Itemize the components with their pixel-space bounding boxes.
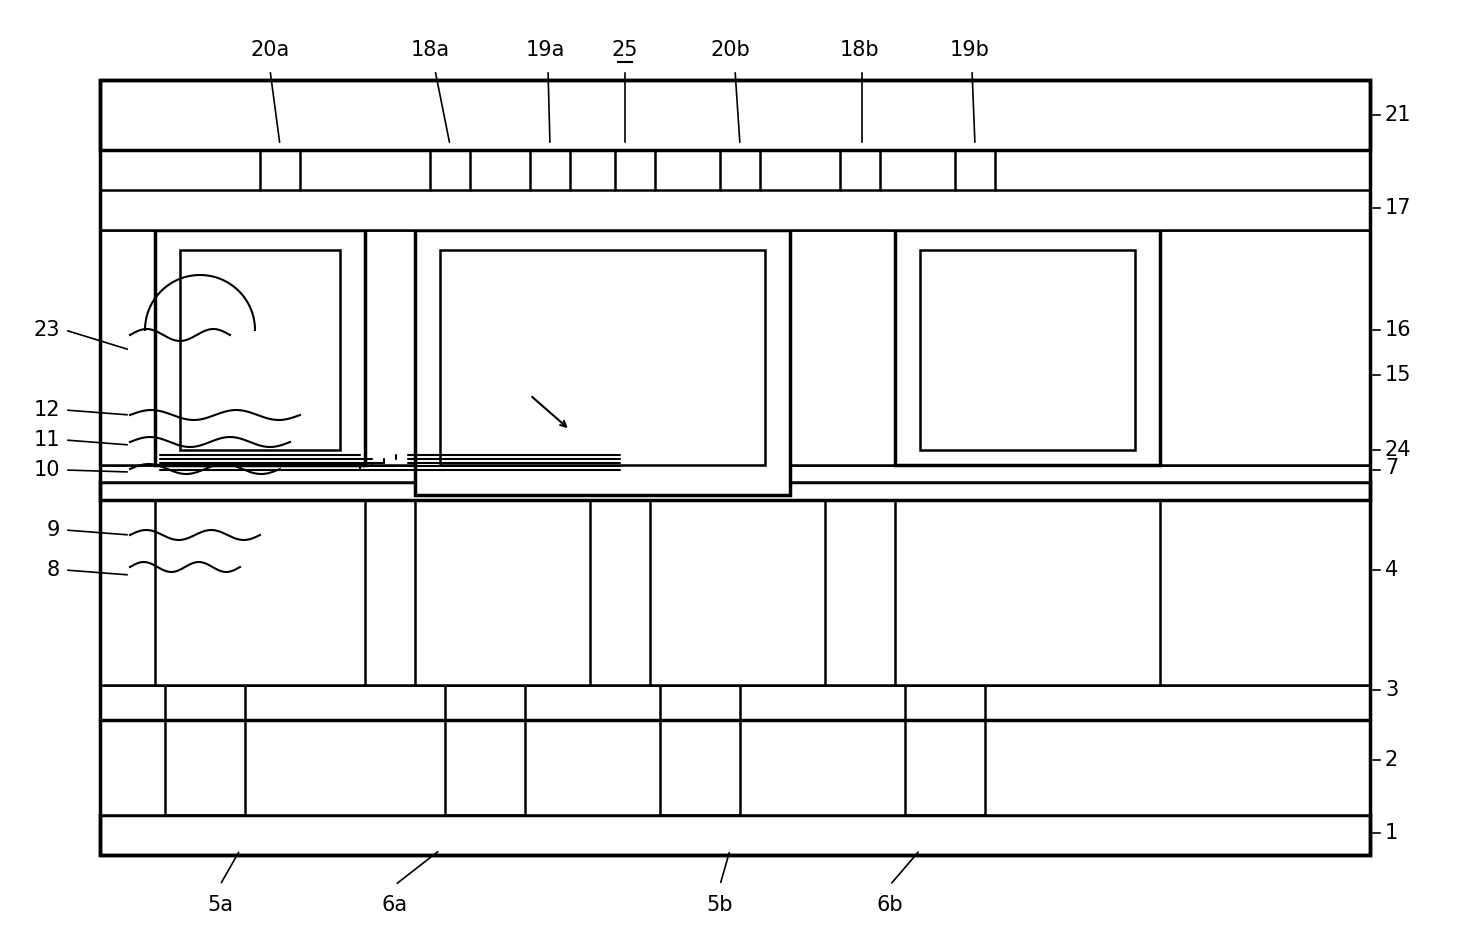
- Text: 5a: 5a: [207, 895, 233, 915]
- Bar: [100, 80, 1371, 150]
- Text: 23: 23: [34, 320, 61, 340]
- Bar: [100, 465, 1371, 482]
- Text: 24: 24: [1385, 440, 1412, 460]
- Bar: [100, 815, 1371, 855]
- Bar: [895, 500, 1159, 685]
- Bar: [100, 720, 1371, 815]
- Text: 19a: 19a: [526, 40, 564, 60]
- Bar: [920, 250, 1134, 450]
- Text: 2: 2: [1385, 750, 1399, 770]
- Text: 3: 3: [1385, 680, 1399, 700]
- Bar: [100, 80, 1371, 855]
- Text: 9: 9: [47, 520, 61, 540]
- Bar: [415, 230, 790, 495]
- Bar: [100, 482, 1371, 500]
- Bar: [155, 230, 365, 465]
- Text: 20b: 20b: [710, 40, 750, 60]
- Text: 25: 25: [611, 40, 638, 60]
- Bar: [180, 250, 340, 450]
- Text: 19b: 19b: [950, 40, 990, 60]
- Text: 17: 17: [1385, 198, 1412, 218]
- Text: 21: 21: [1385, 105, 1412, 125]
- Text: 20a: 20a: [251, 40, 289, 60]
- Text: 10: 10: [34, 460, 61, 480]
- Bar: [895, 230, 1159, 465]
- Text: 7: 7: [1385, 458, 1399, 478]
- Bar: [100, 500, 1371, 685]
- Text: 6a: 6a: [383, 895, 408, 915]
- Text: 15: 15: [1385, 365, 1412, 385]
- Bar: [155, 500, 365, 685]
- Text: 16: 16: [1385, 320, 1412, 340]
- Text: 1: 1: [1385, 823, 1399, 843]
- Text: 18b: 18b: [840, 40, 880, 60]
- Bar: [440, 250, 765, 465]
- Text: 12: 12: [34, 400, 61, 420]
- Text: 8: 8: [47, 560, 61, 580]
- Text: 11: 11: [34, 430, 61, 450]
- Text: 4: 4: [1385, 560, 1399, 580]
- Text: 6b: 6b: [877, 895, 904, 915]
- Bar: [100, 230, 1371, 465]
- Bar: [650, 500, 826, 685]
- Text: 5b: 5b: [707, 895, 733, 915]
- Bar: [415, 500, 589, 685]
- Bar: [100, 190, 1371, 230]
- Text: 18a: 18a: [411, 40, 449, 60]
